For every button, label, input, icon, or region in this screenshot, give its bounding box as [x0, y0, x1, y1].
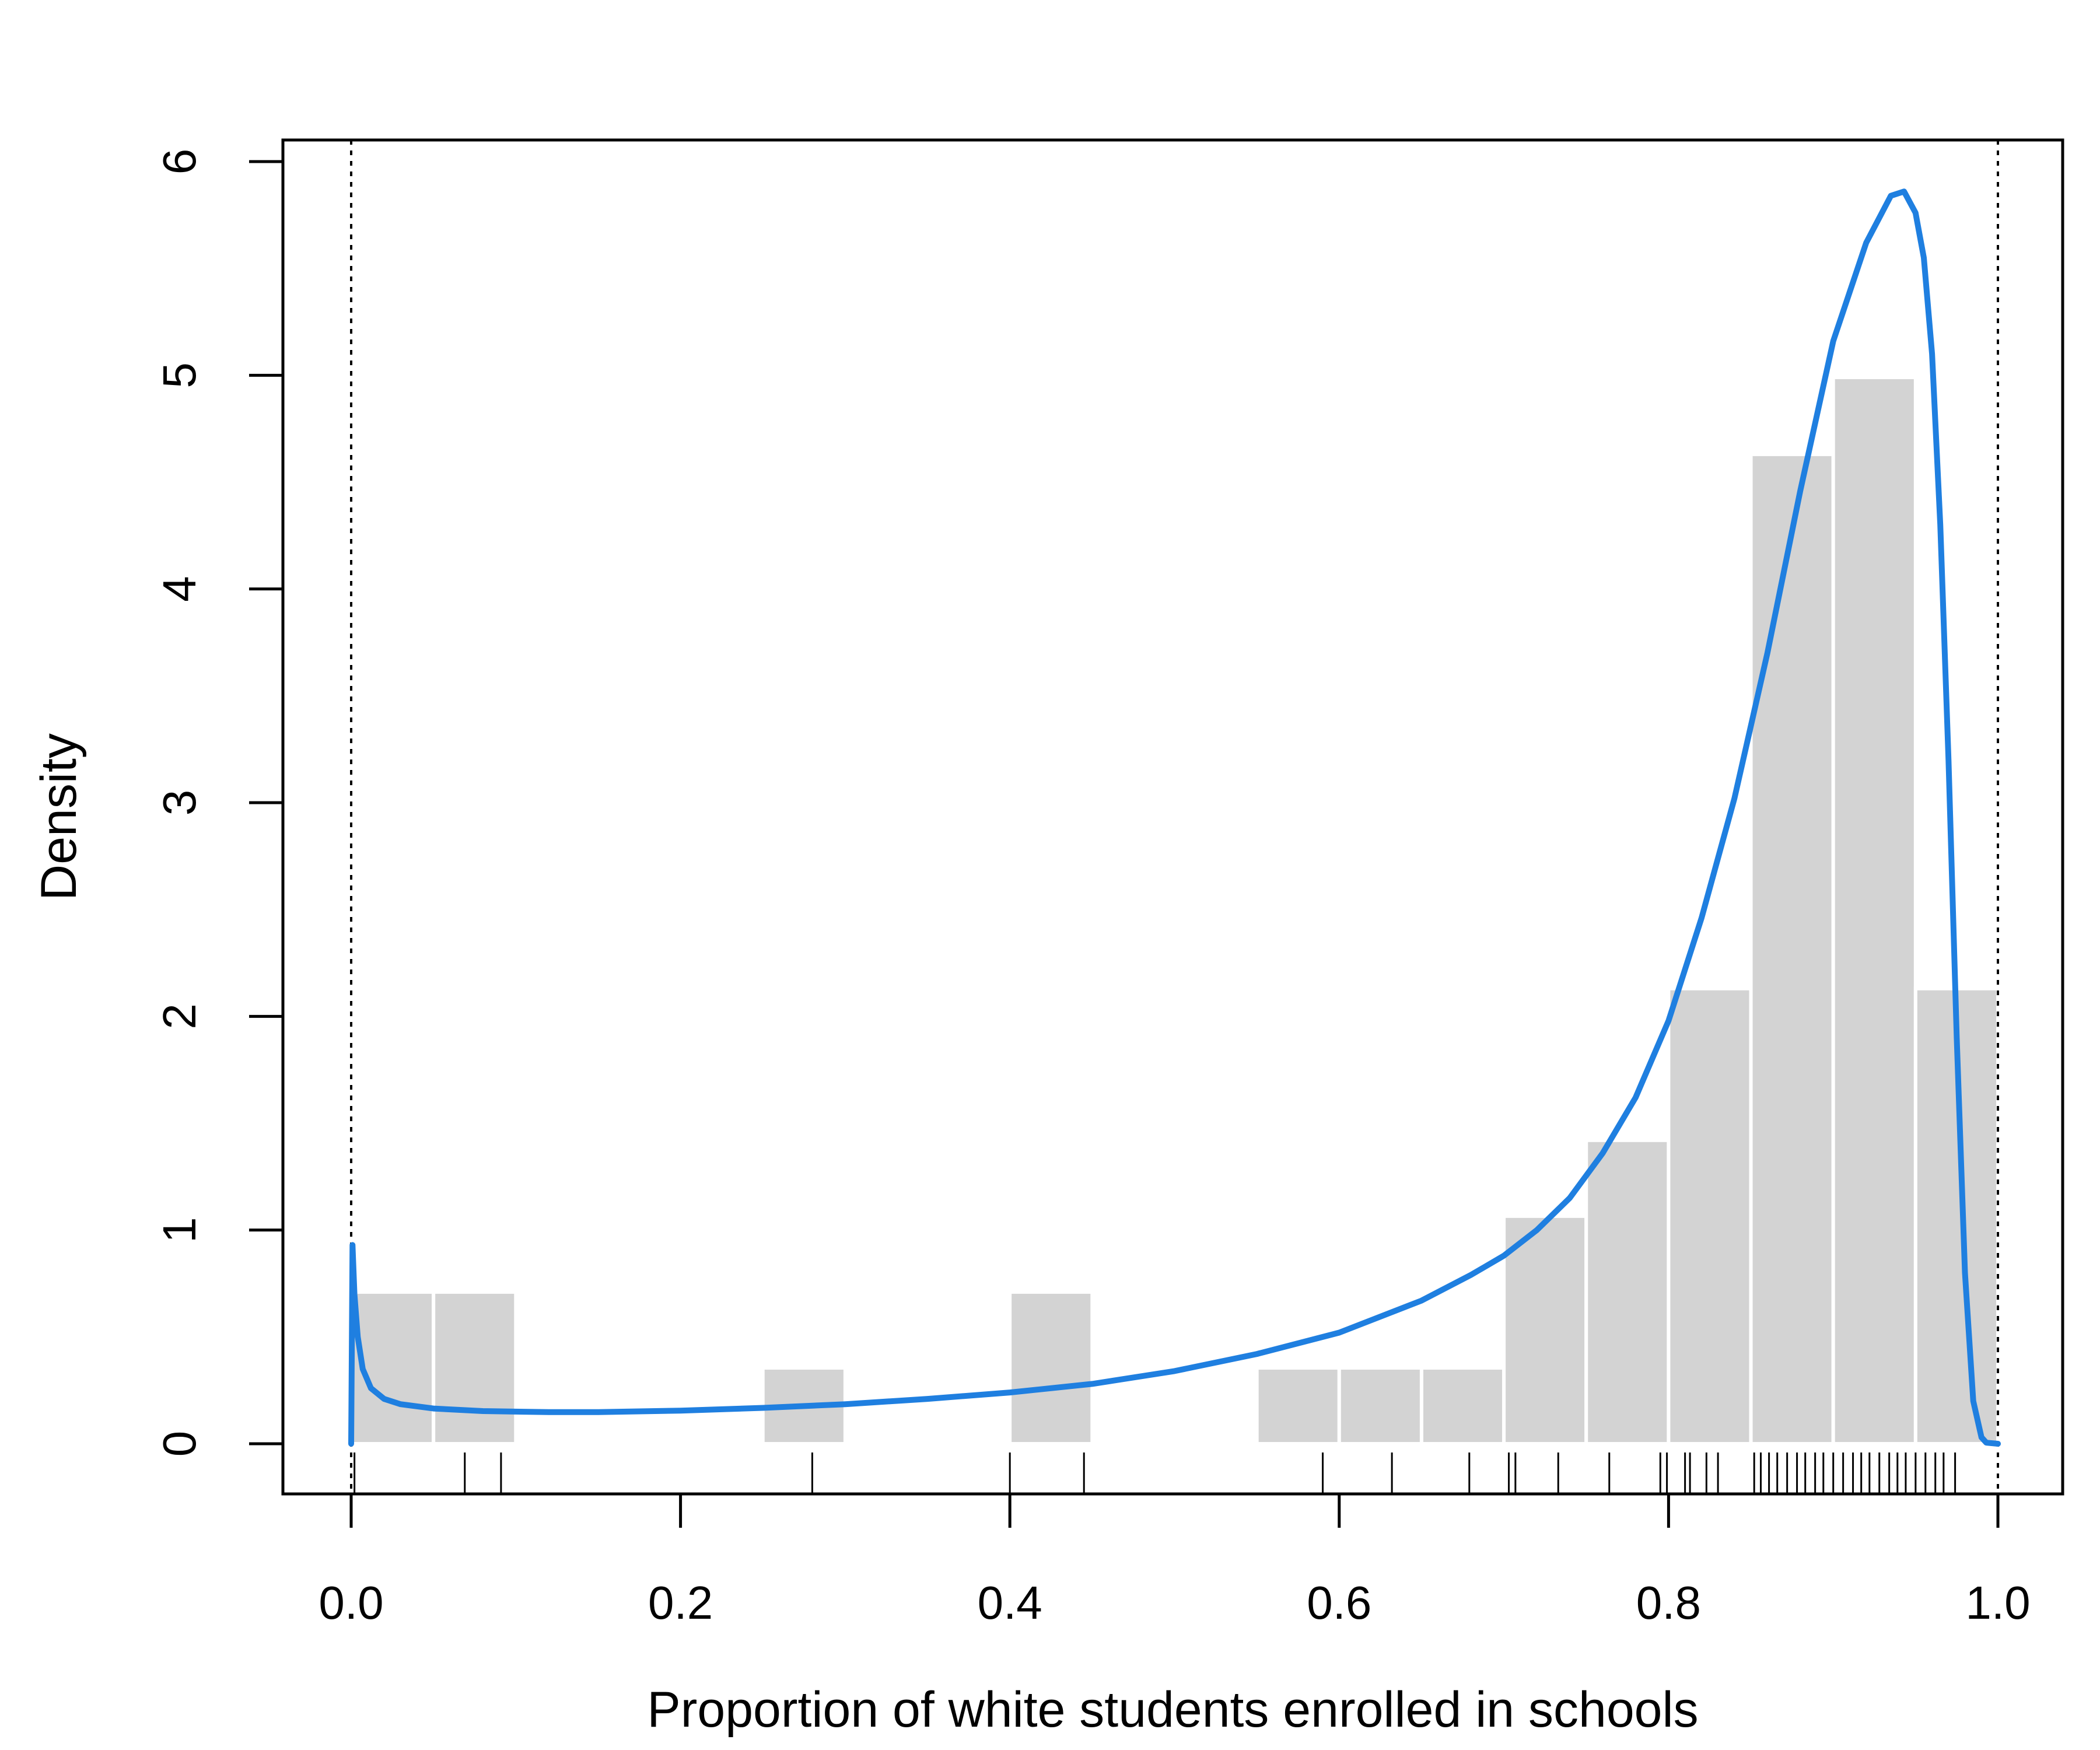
x-tick-label-3: 0.6	[1307, 1577, 1371, 1629]
x-tick-label-1: 0.2	[648, 1577, 713, 1629]
histogram-bar-6	[1419, 1366, 1506, 1446]
y-tick-label-1: 1	[153, 1217, 205, 1243]
y-tick-label-5: 5	[153, 362, 205, 388]
histogram-bar-4	[1255, 1366, 1341, 1446]
y-tick-label-4: 4	[153, 576, 205, 602]
histogram-bar-5	[1337, 1366, 1423, 1446]
histogram-bar-7	[1502, 1214, 1588, 1446]
y-axis: 0 1 2 3 4 5 6	[153, 149, 285, 1457]
histogram-bar-8	[1584, 1138, 1671, 1446]
x-axis-title: Proportion of white students enrolled in…	[647, 1682, 1698, 1738]
density-curve-layer	[348, 188, 2001, 1447]
x-tick-label-5: 1.0	[1965, 1577, 2030, 1629]
y-tick-label-3: 3	[153, 790, 205, 816]
histogram-bars	[349, 375, 2000, 1446]
y-tick-label-0: 0	[153, 1431, 205, 1457]
histogram-bar-3	[1008, 1290, 1094, 1446]
histogram-bar-11	[1831, 375, 1917, 1446]
y-axis-title: Density	[31, 733, 87, 901]
histogram-bar-10	[1749, 452, 1835, 1446]
y-tick-label-2: 2	[153, 1003, 205, 1030]
histogram-bar-1	[432, 1290, 518, 1446]
density-curve	[348, 188, 2001, 1447]
x-tick-label-0: 0.0	[318, 1577, 383, 1629]
y-tick-label-6: 6	[153, 149, 205, 175]
rug-marks	[354, 1452, 1957, 1494]
x-axis: 0.0 0.2 0.4 0.6 0.8 1.0	[318, 1492, 2031, 1629]
histogram-bar-9	[1667, 986, 1753, 1446]
x-tick-label-4: 0.8	[1636, 1577, 1701, 1629]
x-tick-label-2: 0.4	[978, 1577, 1042, 1629]
